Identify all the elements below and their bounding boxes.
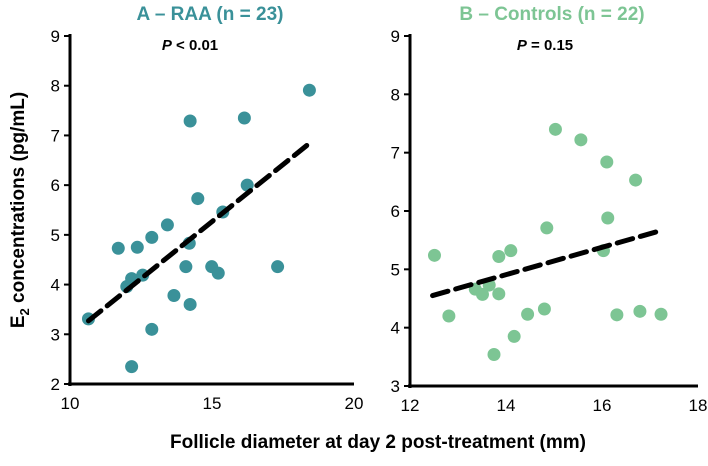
data-point <box>487 348 501 361</box>
data-point <box>507 329 521 343</box>
y-tick-label: 8 <box>391 85 400 104</box>
data-point <box>427 248 441 262</box>
x-tick-label: 18 <box>689 396 708 415</box>
trend-line <box>430 227 665 299</box>
y-tick-label: 7 <box>391 144 400 163</box>
data-point <box>145 230 159 244</box>
data-point <box>125 360 139 374</box>
data-point <box>537 302 551 316</box>
data-point <box>600 155 614 169</box>
data-point <box>540 221 554 235</box>
data-point <box>601 211 615 225</box>
panel-b: B – Controls (n = 22) P = 0.15 3 4 5 6 7 8 9 12 14… <box>391 4 708 415</box>
y-tick-label: 6 <box>391 202 400 221</box>
p-symbol: P <box>162 37 173 54</box>
panel-title: B – Controls (n = 22) <box>459 4 644 25</box>
data-point <box>237 111 251 125</box>
p-value: = 0.15 <box>527 37 573 54</box>
y-tick-label: 7 <box>51 126 60 145</box>
y-axis-label: E2 concentrations (pg/mL) <box>8 92 32 328</box>
x-axis-label: Follicle diameter at day 2 post-treatmen… <box>170 432 586 453</box>
p-value: < 0.01 <box>172 37 218 54</box>
data-point <box>271 260 285 274</box>
data-point <box>654 307 668 321</box>
x-tick-label: 12 <box>401 396 420 415</box>
panel-a: A – RAA (n = 23) P < 0.01 2 3 4 5 6 7 8 9 10 15 20 <box>51 4 364 413</box>
y-tick-label: 5 <box>391 260 400 279</box>
y-tick-label: 9 <box>391 27 400 46</box>
y-tick-label: 2 <box>51 375 60 394</box>
data-point <box>442 309 456 323</box>
data-point <box>191 192 205 206</box>
data-point <box>183 114 197 128</box>
x-tick-label: 14 <box>497 396 516 415</box>
x-tick-label: 10 <box>61 394 80 413</box>
y-tick-label: 5 <box>51 226 60 245</box>
data-point <box>211 266 225 280</box>
data-point <box>504 244 518 258</box>
data-point <box>475 287 489 301</box>
y-tick-label: 8 <box>51 77 60 96</box>
data-point <box>521 307 535 321</box>
data-point <box>145 322 159 336</box>
data-point <box>574 133 588 147</box>
p-value-annotation: P < 0.01 <box>162 37 218 54</box>
data-point <box>610 308 624 322</box>
y-tick-label: 3 <box>51 325 60 344</box>
data-point <box>633 304 647 318</box>
data-point <box>167 289 181 303</box>
x-tick-label: 15 <box>203 394 222 413</box>
p-value-annotation: P = 0.15 <box>517 37 573 54</box>
panel-title: A – RAA (n = 23) <box>137 4 284 25</box>
data-point <box>179 260 193 274</box>
trend-line <box>85 140 313 324</box>
y-tick-label: 6 <box>51 176 60 195</box>
p-symbol: P <box>517 37 528 54</box>
x-tick-label: 20 <box>345 394 364 413</box>
data-point <box>111 241 125 255</box>
y-tick-label: 4 <box>51 276 60 295</box>
y-tick-label: 4 <box>391 319 400 338</box>
data-point <box>492 287 506 301</box>
data-point <box>130 240 144 254</box>
data-point <box>548 122 562 136</box>
y-tick-label: 3 <box>391 377 400 396</box>
data-point <box>492 250 506 263</box>
data-point <box>183 297 197 311</box>
x-tick-label: 16 <box>593 396 612 415</box>
data-point <box>160 218 174 232</box>
data-point <box>629 173 643 187</box>
data-point <box>302 83 316 97</box>
y-tick-label: 9 <box>51 27 60 46</box>
